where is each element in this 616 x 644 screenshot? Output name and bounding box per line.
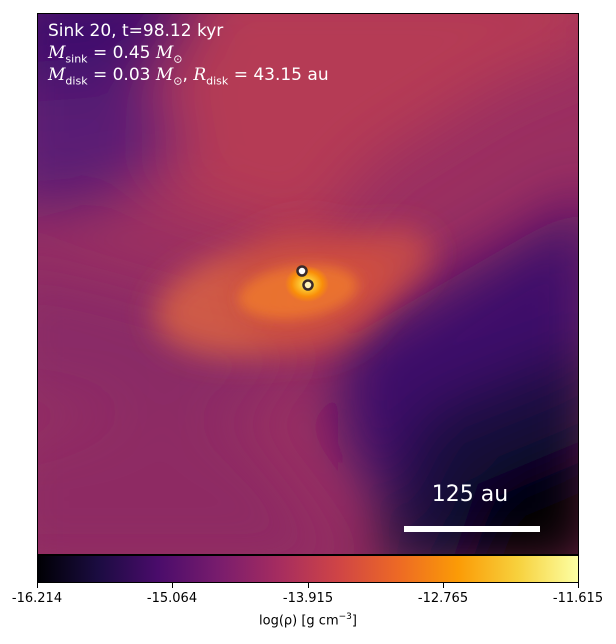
colorbar-label: log(ρ) [g cm−3]	[259, 612, 357, 629]
colorbar-tick	[308, 583, 309, 588]
sink-mass-label: Msink = 0.45 M⊙	[48, 43, 183, 66]
sink-time-label: Sink 20, t=98.12 kyr	[48, 21, 224, 41]
colorbar-tick	[443, 583, 444, 588]
colorbar-tick-label: -16.214	[11, 591, 63, 606]
colorbar-tick-label: -12.765	[417, 591, 469, 606]
density-map: Sink 20, t=98.12 kyr Msink = 0.45 M⊙ Mdi…	[37, 13, 579, 555]
colorbar-tick	[37, 583, 38, 588]
disk-mass-radius-label: Mdisk = 0.03 M⊙, Rdisk = 43.15 au	[48, 65, 329, 88]
colorbar-tick	[578, 583, 579, 588]
colorbar-tick-label: -11.615	[552, 591, 604, 606]
scalebar-line	[404, 526, 540, 532]
colorbar-tick-label: -15.064	[146, 591, 198, 606]
density-image	[38, 14, 578, 554]
sink-marker-1	[296, 265, 308, 277]
colorbar-tick-label: -13.915	[282, 591, 334, 606]
colorbar	[37, 555, 579, 583]
sink-marker-2	[302, 279, 314, 291]
scalebar-label: 125 au	[431, 482, 509, 507]
colorbar-tick	[172, 583, 173, 588]
